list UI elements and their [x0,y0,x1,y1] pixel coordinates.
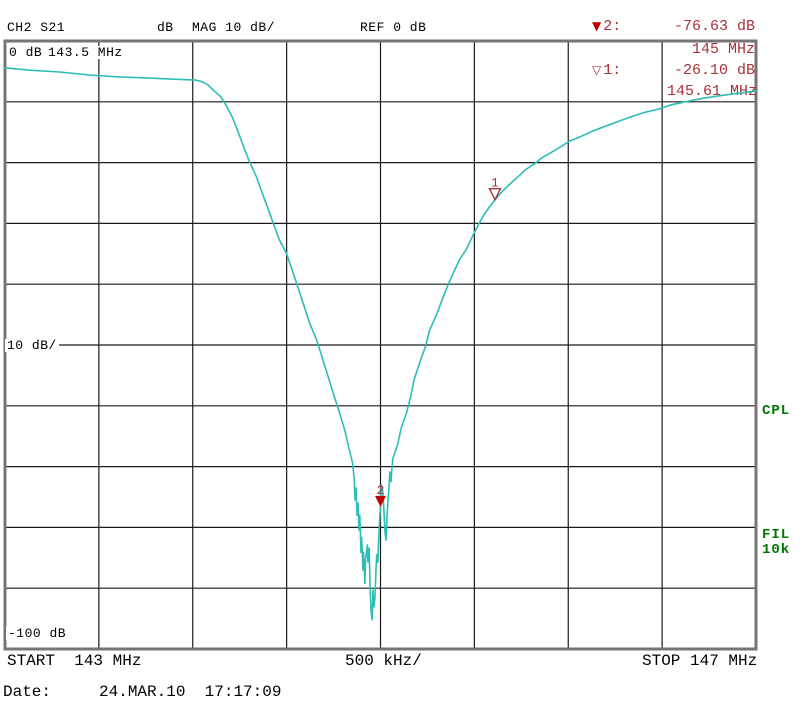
date-time-stamp: Date: 24.MAR.10 17:17:09 [3,683,282,701]
marker-2-filled-triangle-icon: ▼ [592,19,602,33]
marker-1-readout: ▽ 1: -26.10 dB [592,63,755,78]
scale-per-div-label: 10 dB/ [5,338,59,353]
marker-1-frequency: 145.61 MHz [666,83,757,100]
scale-label: MAG 10 dB/ [192,20,276,35]
start-frequency-label: START 143 MHz [7,652,142,670]
marker-2-plot-label: 2 [377,483,385,498]
marker-2-id: 2: [603,18,622,35]
ref-label: REF 0 dB [360,20,427,35]
marker-2-frequency: 145 MHz [691,41,755,58]
marker-1-id: 1: [603,62,622,79]
bottom-level-label: -100 dB [6,626,69,641]
marker-1-plot-label: 1 [491,176,499,191]
ref-level-label: 0 dB [7,45,45,60]
marker-1-hollow-triangle-icon: ▽ [592,63,602,77]
marker-2-value: -76.63 dB [673,18,755,35]
if-bandwidth-label: 10k [762,542,791,558]
marker-2-triangle-icon [375,495,386,507]
ref-freq-label: 143.5 MHz [46,45,125,60]
marker-1-value: -26.10 dB [673,62,755,79]
coupled-channels-label: CPL [762,403,791,419]
if-filter-label: FIL [762,527,791,543]
channel-trace-label: CH2 S21 [7,20,66,35]
format-label: dB [157,20,174,35]
span-per-div-label: 500 kHz/ [345,652,422,670]
marker-2-readout: ▼ 2: -76.63 dB [592,19,755,34]
marker-1-triangle-icon [488,187,502,202]
stop-frequency-label: STOP 147 MHz [642,652,758,670]
